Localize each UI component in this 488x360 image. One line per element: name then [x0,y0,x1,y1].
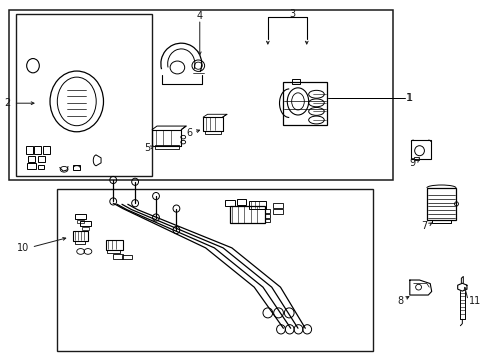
Bar [16,14,152,176]
Bar [27,163,36,169]
Bar [426,188,455,220]
Bar [113,254,122,258]
Bar [264,209,269,213]
Bar [272,209,283,214]
Bar [272,203,283,208]
Text: 2: 2 [4,98,10,108]
Bar [26,147,32,154]
Bar [77,220,84,223]
Text: 10: 10 [17,243,30,253]
Bar [38,156,44,162]
Bar [236,199,246,205]
Bar [81,227,89,230]
Text: 11: 11 [468,296,480,306]
Bar [154,145,179,149]
Bar [283,82,326,125]
Bar [43,147,50,154]
Bar [75,241,85,244]
Text: 7: 7 [421,221,427,231]
Bar [75,213,86,219]
Bar [249,202,266,208]
Text: 9: 9 [408,158,414,168]
Text: 6: 6 [186,128,192,138]
Text: 8: 8 [396,296,402,306]
Bar [264,214,269,217]
Bar [203,117,222,131]
Bar [106,240,122,249]
Bar [264,219,269,222]
Bar [107,249,119,253]
Bar [28,156,35,162]
Text: 4: 4 [196,12,203,21]
Bar [224,200,234,206]
Text: 5: 5 [143,143,150,153]
Bar [413,157,418,159]
Bar [410,140,430,158]
Bar [57,189,372,351]
Bar [204,131,221,134]
Text: 3: 3 [288,9,295,19]
Bar [229,206,264,223]
Bar [80,221,91,226]
Bar [291,79,300,84]
Text: 1: 1 [407,93,413,103]
Bar [152,130,181,146]
Bar [73,231,88,241]
Bar [9,10,392,180]
Bar [34,147,41,154]
Bar [73,165,80,170]
Bar [38,165,44,169]
Bar [122,255,131,259]
Text: 1: 1 [406,93,412,103]
